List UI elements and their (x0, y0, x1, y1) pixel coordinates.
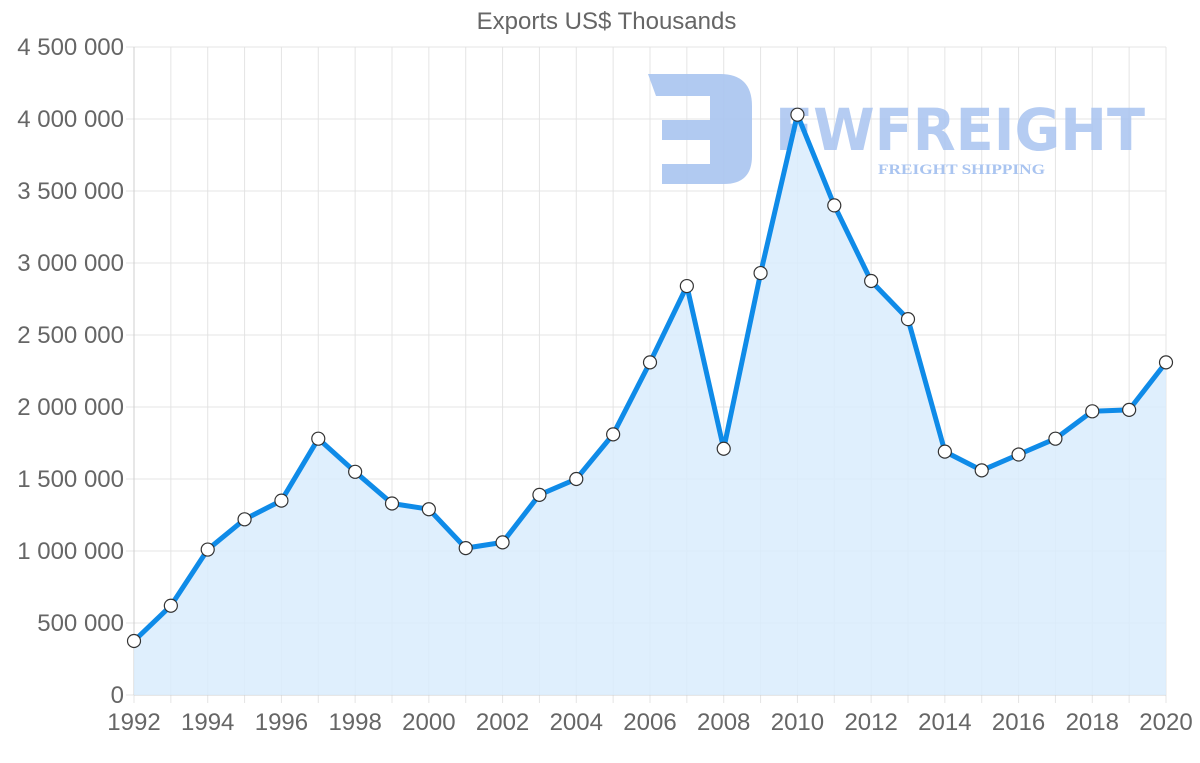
x-tick-label: 2018 (1066, 709, 1119, 736)
x-tick-label: 2002 (476, 709, 529, 736)
watermark-brand: FWFREIGHT (775, 96, 1145, 164)
data-point[interactable] (200, 542, 215, 557)
data-point[interactable] (532, 487, 547, 502)
x-tick-label: 2012 (844, 709, 897, 736)
data-point[interactable] (864, 273, 879, 289)
y-tick-label: 1 500 000 (17, 466, 124, 493)
y-tick-label: 500 000 (37, 610, 124, 637)
data-point[interactable] (937, 444, 952, 459)
data-point[interactable] (384, 496, 400, 511)
data-points (126, 107, 1174, 649)
fwfreight-watermark: FWFREIGHT FREIGHT SHIPPING (648, 74, 1145, 184)
data-point[interactable] (679, 278, 694, 294)
watermark-tagline: FREIGHT SHIPPING (878, 162, 1045, 178)
data-point[interactable] (458, 541, 473, 556)
data-point[interactable] (900, 312, 916, 327)
data-point[interactable] (790, 107, 805, 122)
data-point[interactable] (126, 633, 142, 649)
y-tick-label: 0 (111, 682, 124, 709)
x-tick-label: 2004 (550, 709, 603, 736)
x-tick-label: 2020 (1139, 709, 1192, 736)
series-area-fill (134, 114, 1166, 695)
y-tick-label: 2 000 000 (17, 394, 124, 421)
data-point[interactable] (1158, 355, 1174, 370)
data-point[interactable] (827, 198, 842, 213)
data-point[interactable] (569, 471, 584, 487)
logo-icon (648, 74, 752, 184)
x-tick-label: 2014 (918, 709, 971, 736)
data-point[interactable] (753, 265, 768, 281)
data-point[interactable] (1011, 447, 1026, 462)
data-point[interactable] (1048, 431, 1063, 446)
x-tick-label: 1998 (328, 709, 381, 736)
x-axis: 1992 1994 1996 1998 2000 2002 2004 2006 2008 2010… (107, 709, 1192, 736)
x-tick-label: 2016 (992, 709, 1045, 736)
data-point[interactable] (163, 598, 178, 613)
x-tick-label: 2010 (771, 709, 824, 736)
x-tick-label: 2006 (623, 709, 676, 736)
data-point[interactable] (348, 464, 363, 479)
data-point[interactable] (606, 427, 621, 442)
y-tick-label: 2 500 000 (17, 322, 124, 349)
data-point[interactable] (274, 493, 289, 508)
data-point[interactable] (642, 355, 658, 370)
data-point[interactable] (421, 502, 436, 517)
x-tick-label: 2008 (697, 709, 750, 736)
y-tick-label: 3 500 000 (17, 178, 124, 205)
y-axis: 0 500 000 1 000 000 1 500 000 2 000 000 2 500… (17, 34, 124, 709)
x-tick-label: 1994 (181, 709, 234, 736)
data-point[interactable] (1122, 402, 1137, 417)
x-tick-label: 1992 (107, 709, 160, 736)
y-tick-label: 1 000 000 (17, 538, 124, 565)
data-point[interactable] (974, 463, 989, 478)
x-tick-label: 1996 (255, 709, 308, 736)
data-point[interactable] (495, 535, 510, 550)
y-tick-label: 4 500 000 (17, 34, 124, 61)
chart-title: Exports US$ Thousands (476, 8, 737, 35)
data-point[interactable] (716, 441, 731, 456)
data-point[interactable] (237, 512, 252, 527)
data-point[interactable] (311, 431, 326, 446)
x-tick-label: 2000 (402, 709, 455, 736)
data-point[interactable] (1085, 404, 1100, 419)
y-tick-label: 4 000 000 (17, 106, 124, 133)
y-tick-label: 3 000 000 (17, 250, 124, 277)
